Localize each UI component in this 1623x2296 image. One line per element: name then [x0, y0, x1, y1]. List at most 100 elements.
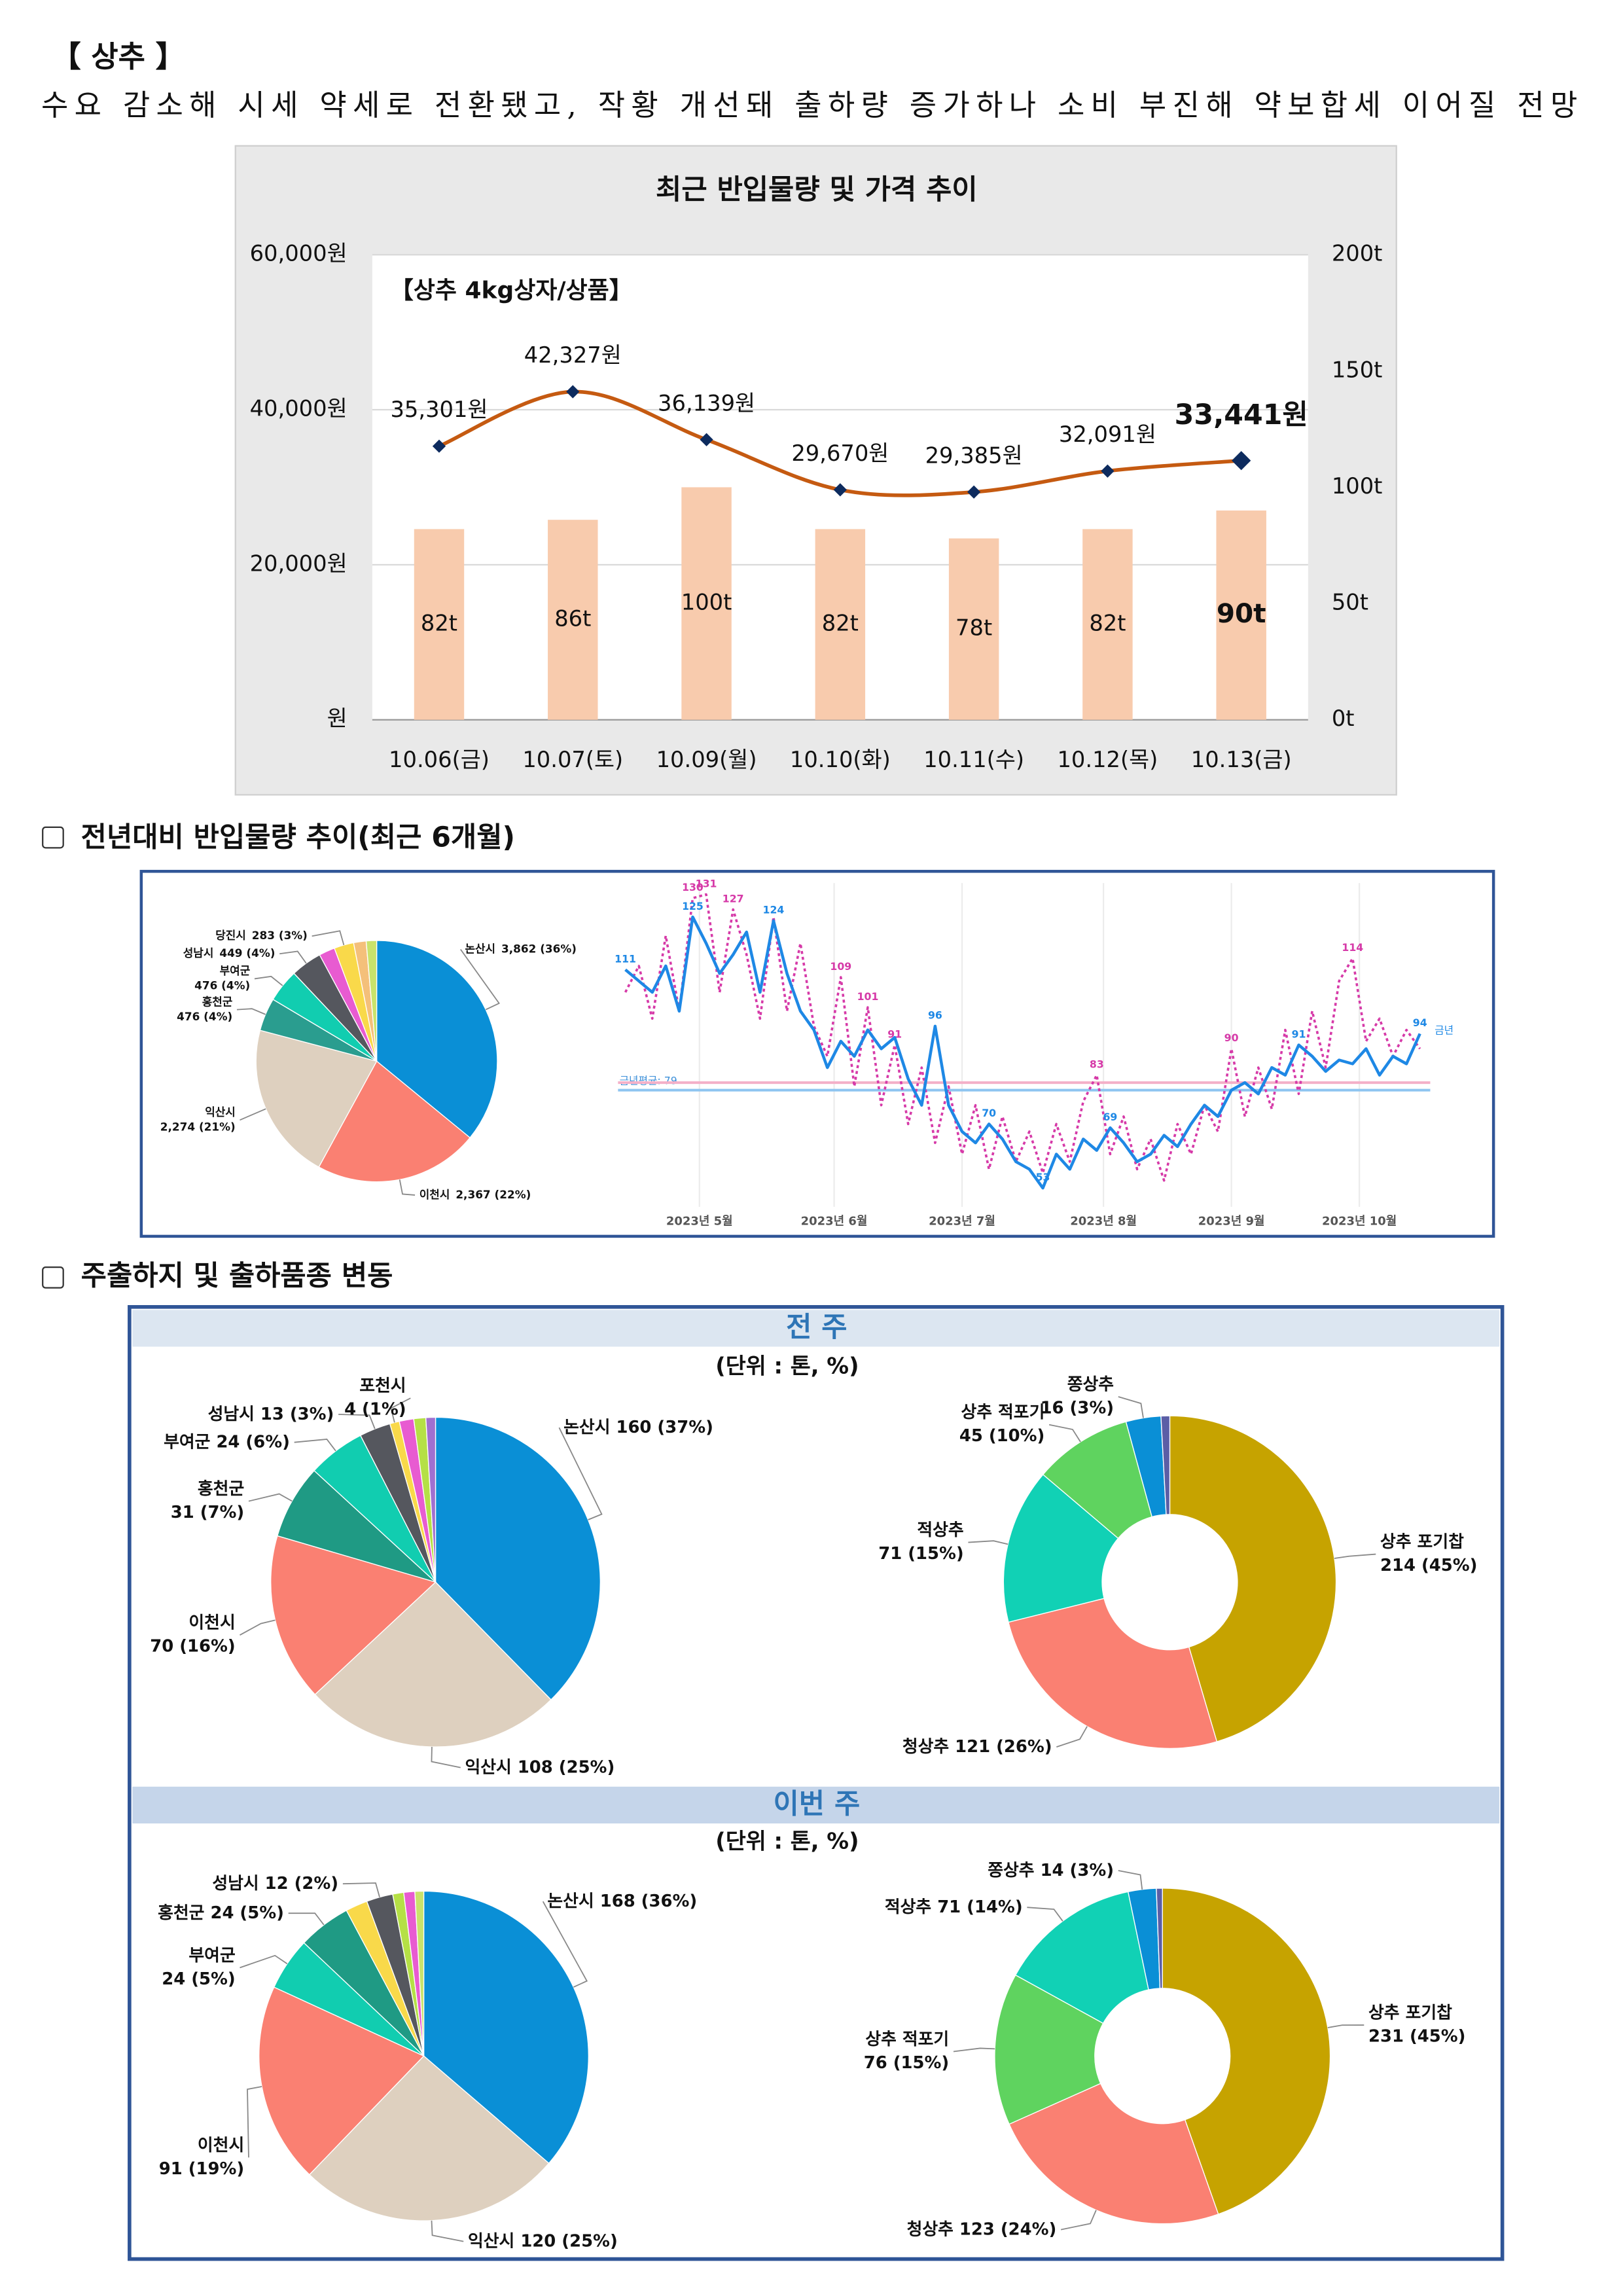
bar	[1216, 510, 1266, 720]
bar	[548, 520, 598, 720]
slice-value: 214 (45%)	[1380, 1556, 1477, 1575]
price-label: 32,091원	[1059, 422, 1156, 447]
slice-value: 4 (1%)	[344, 1400, 406, 1420]
slice-name: 포천시	[359, 1376, 406, 1396]
slice-label: 논산시 160 (37%)	[563, 1418, 713, 1437]
slice-name: 익산시	[465, 1757, 511, 1777]
slice-name: 논산시	[547, 1892, 594, 1911]
unit-label: (단위 : 톤, %)	[715, 1829, 859, 1854]
slice-value: 14 (3%)	[1041, 1860, 1114, 1880]
slice-value: 12 (2%)	[265, 1874, 338, 1893]
point-label: 114	[1342, 941, 1363, 954]
leader-line	[247, 2086, 262, 2158]
slice-name: 홍천군	[198, 1479, 244, 1499]
slice-name: 익산시	[205, 1105, 236, 1119]
slice-name: 적상추	[917, 1520, 963, 1540]
slice-name: 이천시	[198, 2136, 244, 2155]
slice-value: 123 (24%)	[959, 2219, 1056, 2239]
price-label: 42,327원	[524, 342, 622, 368]
leader-line	[1118, 1396, 1144, 1418]
reference-label: 금년평균: 79	[620, 1075, 677, 1087]
leader-line	[240, 1619, 276, 1636]
y-tick-label: 60,000원	[250, 241, 348, 266]
slice	[1014, 1891, 1149, 2024]
slice-name: 성남시	[212, 1874, 259, 1893]
slice-value: 108 (25%)	[518, 1757, 615, 1777]
bar	[1082, 529, 1133, 720]
leader-line	[1056, 1726, 1088, 1748]
slice-value: 283 (3%)	[252, 929, 308, 942]
y2-tick-label: 100t	[1332, 473, 1383, 499]
leader-line	[460, 948, 500, 1011]
y2-tick-label: 0t	[1332, 706, 1355, 731]
slice	[435, 1416, 601, 1700]
leader-line	[431, 1747, 461, 1768]
panel-title: 전 주	[786, 1311, 847, 1344]
leader-line	[342, 1882, 380, 1897]
slice-name: 청상추	[907, 2219, 954, 2239]
leader-line	[248, 1493, 293, 1502]
leader-line	[1048, 1424, 1081, 1443]
slice-label: 논산시 168 (36%)	[547, 1892, 697, 1911]
slice	[1169, 1415, 1337, 1742]
x-tick-label: 2023년 10월	[1322, 1214, 1397, 1228]
panel-band	[132, 1310, 1500, 1347]
slice-name: 부여군	[220, 964, 251, 977]
marker	[700, 433, 713, 446]
leader-line	[288, 1912, 325, 1926]
point-label: 90	[1224, 1031, 1239, 1044]
slice-label: 쫑상추 14 (3%)	[988, 1860, 1114, 1880]
x-tick-label: 10.07(토)	[522, 747, 623, 772]
leader-line	[338, 1414, 376, 1429]
slice-label: 익산시 108 (25%)	[465, 1757, 615, 1777]
x-tick-label: 2023년 5월	[666, 1214, 733, 1228]
slice-value: 71 (15%)	[878, 1544, 963, 1564]
x-tick-label: 2023년 9월	[1198, 1214, 1265, 1228]
leader-line	[294, 1439, 336, 1452]
slice-value: 45 (10%)	[959, 1426, 1044, 1446]
point-label: 127	[722, 892, 744, 905]
panel-title: 이번 주	[774, 1788, 861, 1821]
y2-tick-label: 50t	[1332, 590, 1368, 615]
section-heading: 주출하지 및 출하품종 변동	[81, 1259, 393, 1292]
slice-label: 논산시 3,862 (36%)	[465, 942, 577, 955]
bar-label: 90t	[1217, 598, 1266, 629]
slice-value: 476 (4%)	[177, 1010, 232, 1023]
slice	[1008, 1598, 1218, 1749]
slice-name: 홍천군	[158, 1903, 204, 1923]
y-tick-label: 원	[327, 706, 348, 731]
slice	[1156, 1888, 1163, 1989]
point-label: 83	[1090, 1058, 1104, 1070]
series-name: 금년	[1435, 1024, 1454, 1036]
slice-value: 71 (14%)	[937, 1897, 1022, 1917]
slice	[1008, 2083, 1219, 2225]
slice	[414, 1890, 425, 2056]
slice-value: 24 (5%)	[162, 1969, 235, 1989]
slice	[994, 1974, 1104, 2125]
point-label: 130	[682, 881, 704, 893]
slice-name: 청상추	[902, 1737, 949, 1757]
bar-label: 86t	[554, 605, 591, 631]
slice-value: 16 (3%)	[1041, 1398, 1114, 1418]
point-label: 101	[857, 990, 879, 1003]
point-label: 96	[928, 1009, 942, 1022]
slice-value: 2,367 (22%)	[455, 1188, 531, 1201]
leader-line	[1334, 1553, 1376, 1559]
slice-value: 70 (16%)	[150, 1637, 235, 1657]
point-label: 131	[696, 877, 717, 889]
leader-line	[240, 1108, 266, 1121]
leader-line	[968, 1540, 1008, 1545]
y2-tick-label: 200t	[1332, 241, 1383, 266]
point-label: 124	[763, 904, 785, 916]
y-tick-label: 40,000원	[250, 396, 348, 422]
leader-line	[431, 2220, 464, 2242]
price-label: 29,385원	[925, 442, 1023, 468]
y2-tick-label: 150t	[1332, 357, 1383, 382]
slice-name: 당진시	[215, 929, 246, 942]
slice-value: 31 (7%)	[171, 1503, 244, 1522]
point-label: 91	[887, 1028, 902, 1040]
point-label: 125	[682, 900, 704, 912]
slice-label: 당진시 283 (3%)	[215, 929, 308, 942]
x-tick-label: 2023년 6월	[801, 1214, 868, 1228]
